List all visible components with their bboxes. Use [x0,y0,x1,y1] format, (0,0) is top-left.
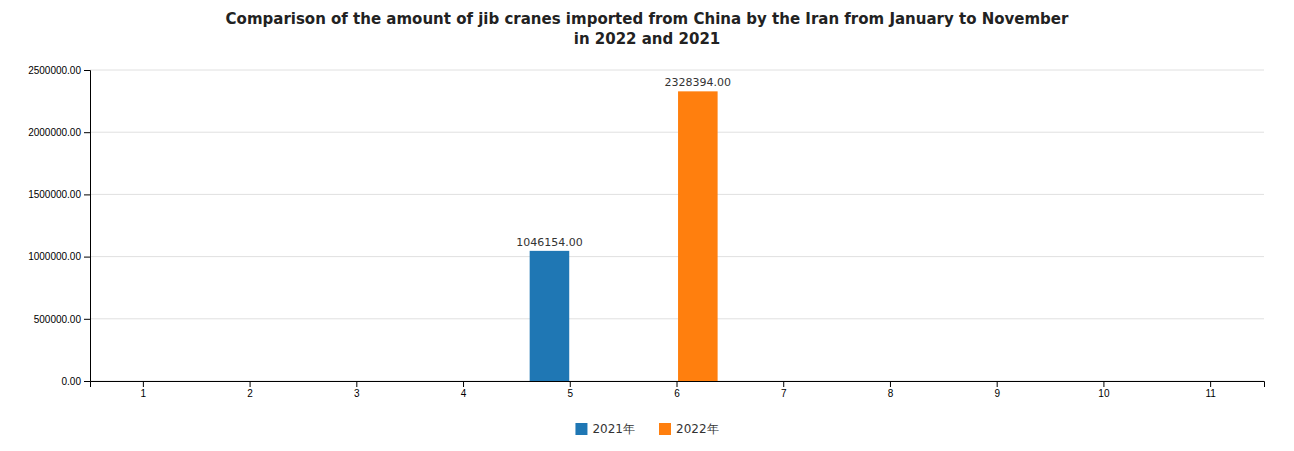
tick-mark [1210,381,1211,387]
tick-label: 11 [1205,388,1216,399]
bar [1063,381,1103,382]
bar [251,381,291,382]
tick: 4 [461,381,467,399]
tick: 3 [354,381,360,399]
bar [103,381,143,382]
series [678,91,718,381]
tick: 11 [1205,381,1216,399]
tick: 10 [1098,381,1110,399]
legend-swatch [659,423,671,435]
y-axis: 0.00 500000.00 1000000.00 1500000.00 2000000… [28,65,90,387]
grid [90,70,1264,381]
grid-line [90,256,1264,257]
bar [144,381,184,382]
bar [998,381,1038,382]
tick-label: 6 [674,388,680,399]
tick: 2 [247,381,253,399]
tick-mark [463,381,464,387]
bar [850,381,890,382]
bar [785,381,825,382]
tick-label: 2500000.00 [28,65,81,76]
bar [678,91,718,381]
tick-mark [997,381,998,387]
title: Comparison of the amount of jib cranes i… [226,10,1069,48]
tick-label: 4 [461,388,467,399]
tick: 5 [567,381,573,399]
tick-label: 1000000.00 [28,251,81,262]
tick: 9 [994,381,1000,399]
tick-label: 1 [141,388,147,399]
tick-label: 9 [994,388,1000,399]
series [530,251,570,381]
tick-mark [143,381,144,387]
tick-mark [1103,381,1104,387]
chart: Comparison of the amount of jib cranes i… [0,0,1294,451]
tick-label: 3 [354,388,360,399]
tick-label: 10 [1098,388,1110,399]
tick: 1 [141,381,147,399]
bar [571,381,611,382]
data-label: 1046154.00 [516,236,582,249]
bar [530,251,570,381]
tick-label: 1500000.00 [28,189,81,200]
tick-mark [783,381,784,387]
tick: 2000000.00 [28,127,90,138]
axis-line [91,382,1265,388]
tick-label: 2000000.00 [28,127,81,138]
tick-label: 500000.00 [34,314,82,325]
tick-mark [84,257,90,258]
plot: 0.00 500000.00 1000000.00 1500000.00 2000000… [28,65,1264,399]
legend-label: 2022年 [676,422,719,436]
tick: 6 [674,381,680,399]
grid-line [90,132,1264,133]
tick-mark [250,381,251,387]
data-label: 2328394.00 [665,76,731,89]
tick-mark [84,194,90,195]
grid-line [90,318,1264,319]
tick-label: 2 [247,388,253,399]
bar [636,381,676,382]
bar [316,381,356,382]
tick: 2500000.00 [28,65,90,76]
bar [1212,381,1252,382]
bar [358,381,398,382]
tick-mark [84,381,90,382]
bar [1170,381,1210,382]
tick-label: 8 [888,388,894,399]
tick-label: 7 [781,388,787,399]
tick: 8 [888,381,894,399]
tick: 500000.00 [34,314,90,325]
tick-mark [84,70,90,71]
grid-line [90,194,1264,195]
data-labels: 1046154.00 2328394.00 [516,76,731,249]
tick-mark [890,381,891,387]
legend-label: 2021年 [592,422,635,436]
tick: 0.00 [62,376,90,387]
tick: 1500000.00 [28,189,90,200]
bar [423,381,463,382]
bar [209,381,249,382]
grid-line [90,70,1264,71]
tick-mark [84,319,90,320]
axis-line [84,71,91,382]
legend: 2021年 2022年 [575,422,718,436]
legend-item: 2022年 [659,422,719,436]
x-axis: 1 2 3 4 5 6 7 8 9 10 11 [91,381,1265,399]
bar [743,381,783,382]
legend-swatch [575,423,587,435]
tick-mark [570,381,571,387]
tick-label: 0.00 [62,376,82,387]
legend-item: 2021年 [575,422,635,436]
tick-label: 5 [567,388,573,399]
tick: 7 [781,381,787,399]
tick: 1000000.00 [28,251,90,262]
bar [957,381,997,382]
tick-mark [356,381,357,387]
bar [465,381,505,382]
tick-mark [84,132,90,133]
bar [891,381,931,382]
tick-mark [677,381,678,387]
bar [1105,381,1145,382]
